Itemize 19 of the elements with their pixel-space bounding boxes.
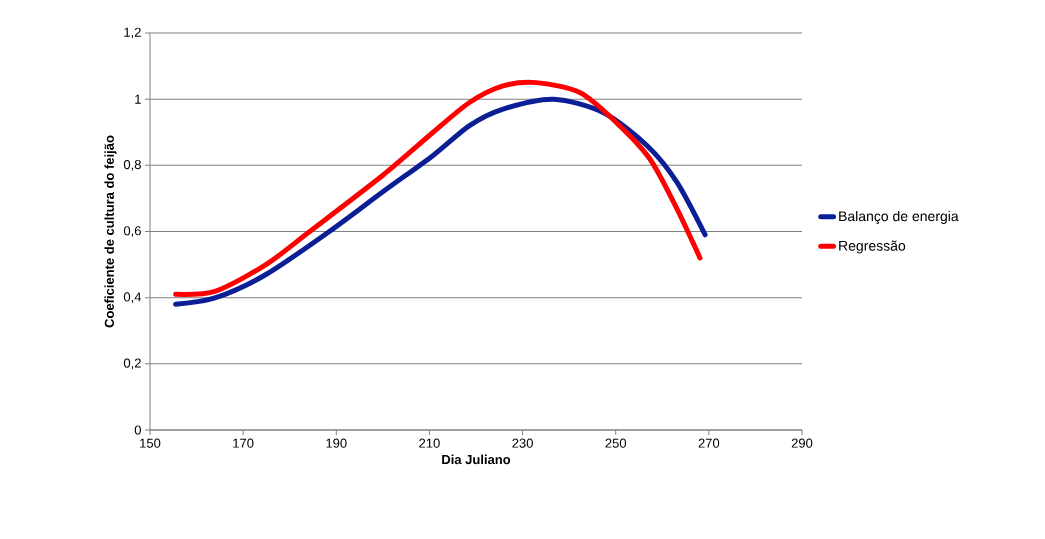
x-tick-label: 270 [698, 438, 720, 448]
x-tick-label: 230 [512, 438, 533, 448]
x-axis-title: Dia Juliano [442, 454, 511, 465]
y-tick-label: 0,4 [123, 292, 142, 304]
legend-label: Balanço de energia [839, 210, 959, 225]
y-tick-label: 1,2 [124, 27, 141, 39]
x-tick-label: 210 [419, 438, 440, 448]
x-tick-label: 190 [326, 438, 347, 448]
x-tick-label: 170 [233, 438, 254, 448]
legend-label: Regressão [839, 240, 906, 254]
y-tick-label: 0,8 [123, 159, 141, 171]
x-tick-label: 290 [791, 438, 813, 448]
x-tick-label: 250 [605, 438, 627, 448]
y-tick-label: 0,6 [123, 226, 141, 237]
y-axis-title: Coeficiente de cultura do feijão [104, 135, 117, 328]
x-tick-label: 150 [140, 438, 161, 448]
y-tick-label: 0 [134, 425, 141, 435]
y-tick-label: 0,2 [123, 358, 141, 370]
y-tick-label: 1 [135, 94, 141, 104]
